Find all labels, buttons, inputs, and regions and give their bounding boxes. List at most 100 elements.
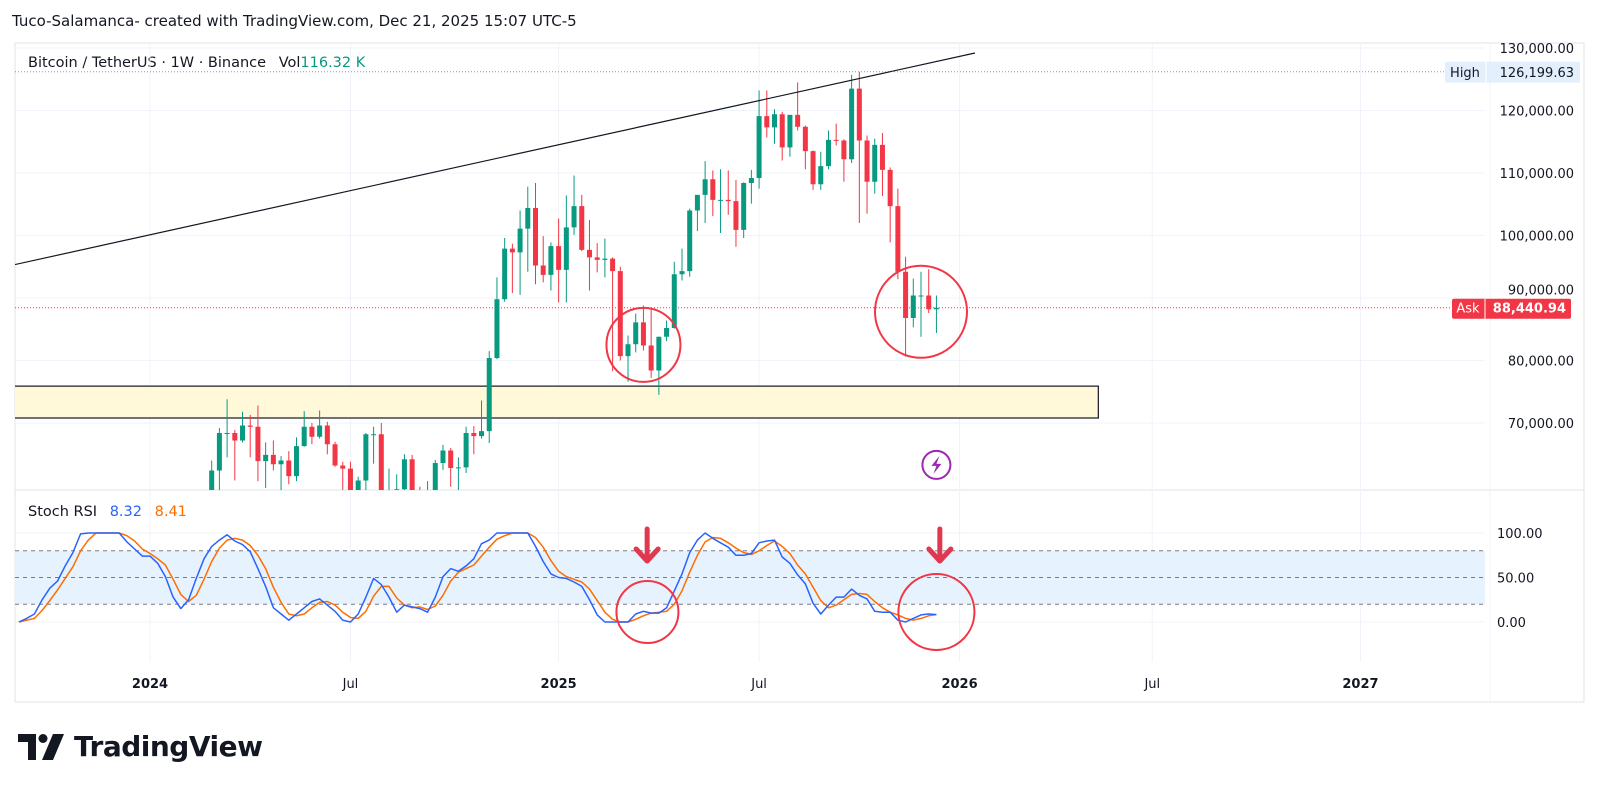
- candle-body: [332, 444, 338, 466]
- price-tick-label: 100,000.00: [1500, 230, 1574, 245]
- candle-body: [748, 178, 754, 183]
- candle-body: [602, 258, 608, 260]
- high-label-box: [1445, 61, 1580, 83]
- candle-body: [502, 248, 508, 300]
- candle-body: [725, 199, 731, 202]
- trendline: [15, 52, 976, 266]
- candle-body: [849, 88, 855, 160]
- candle-body: [563, 227, 569, 270]
- price-tick-label: 130,000.00: [1500, 42, 1574, 57]
- candle-body: [240, 425, 246, 441]
- candle-body: [548, 246, 554, 275]
- symbol-name: Bitcoin / TetherUS · 1W · Binance: [28, 55, 267, 71]
- candle-body: [255, 426, 261, 462]
- candle-body: [455, 467, 461, 469]
- candle-body: [833, 139, 839, 141]
- candle-body: [802, 126, 808, 152]
- candle-body: [656, 336, 662, 371]
- candle-body: [895, 206, 901, 272]
- candle-body: [810, 151, 816, 185]
- x-tick-label: Jul: [750, 677, 767, 692]
- candle-body: [448, 450, 454, 468]
- candle-body: [594, 257, 600, 260]
- candle-body: [517, 228, 523, 253]
- stoch-tick-label: 0.00: [1497, 616, 1526, 631]
- candle-body: [702, 179, 708, 195]
- candle-body: [409, 459, 415, 490]
- arrow-head: [633, 546, 661, 564]
- tradingview-logo: TradingView: [18, 730, 263, 763]
- lightning-icon: [931, 455, 942, 474]
- candle-body: [371, 434, 377, 436]
- stoch-tick-label: 50.00: [1497, 572, 1534, 587]
- candle-body: [718, 199, 724, 201]
- stoch-d-value: 8.41: [154, 504, 187, 520]
- stoch-rsi-title: Stoch RSI: [28, 504, 98, 520]
- attribution-text: Tuco-Salamanca- created with TradingView…: [12, 12, 577, 30]
- price-tick-label: 70,000.00: [1508, 417, 1574, 432]
- candle-body: [756, 116, 762, 178]
- candle-body: [610, 258, 616, 272]
- candle-body: [425, 491, 430, 518]
- candle-body: [679, 271, 685, 275]
- arrow-head: [926, 546, 954, 564]
- candle-body: [232, 433, 238, 441]
- candle-body: [787, 114, 793, 148]
- candle-body: [247, 425, 253, 427]
- candle-body: [772, 114, 778, 128]
- price-tick-label: 90,000.00: [1508, 284, 1574, 299]
- ask-label: Ask: [1456, 302, 1480, 317]
- ask-label-box: [1452, 298, 1571, 319]
- candle-body: [694, 194, 700, 211]
- volume-value: 116.32 K: [300, 55, 366, 71]
- candle-body: [818, 166, 824, 185]
- candle-body: [440, 450, 446, 463]
- stoch-k-line: [18, 532, 937, 623]
- candle-body: [432, 463, 438, 490]
- support-zone: [15, 385, 1099, 419]
- candle-body: [355, 480, 361, 490]
- candle-body: [317, 425, 323, 437]
- tradingview-wordmark: TradingView: [74, 730, 263, 763]
- candle-body: [571, 206, 577, 228]
- candle-body: [463, 433, 469, 468]
- volume-label: Vol: [278, 55, 301, 71]
- high-value: 126,199.63: [1500, 66, 1574, 81]
- candle-body: [633, 322, 639, 345]
- candle-body: [340, 465, 346, 469]
- candle-body: [733, 201, 739, 230]
- candle-body: [579, 206, 585, 250]
- candle-body: [509, 248, 515, 253]
- candle-body: [671, 274, 677, 328]
- price-pane: [15, 52, 1485, 518]
- candle-body: [825, 139, 831, 167]
- symbol-legend: Bitcoin / TetherUS · 1W · Binance Vol116…: [28, 55, 365, 71]
- stoch-d-line: [18, 532, 937, 623]
- candle-body: [625, 344, 631, 357]
- price-tick-label: 80,000.00: [1508, 355, 1574, 370]
- x-tick-label: 2027: [1342, 677, 1378, 692]
- candle-body: [910, 295, 916, 318]
- candle-body: [224, 433, 230, 434]
- stoch-tick-label: 100.00: [1497, 527, 1543, 542]
- annotation-circle: [605, 306, 682, 383]
- candle-body: [270, 454, 276, 465]
- candle-body: [401, 459, 407, 490]
- candle-body: [903, 271, 909, 318]
- candle-body: [363, 434, 369, 481]
- ask-value: 88,440.94: [1493, 302, 1566, 317]
- high-label: High: [1450, 66, 1480, 81]
- stoch-annotation-circle: [615, 580, 680, 644]
- candle-body: [324, 425, 330, 445]
- down-arrow-icon: [926, 526, 954, 564]
- candle-body: [926, 295, 932, 310]
- candle-body: [417, 502, 422, 518]
- x-tick-label: Jul: [342, 677, 359, 692]
- annotation-circle: [874, 264, 968, 359]
- x-tick-label: 2025: [541, 677, 577, 692]
- candle-body: [779, 114, 785, 148]
- candle-body: [263, 454, 269, 462]
- candle-body: [378, 434, 384, 490]
- x-tick-label: 2024: [132, 677, 168, 692]
